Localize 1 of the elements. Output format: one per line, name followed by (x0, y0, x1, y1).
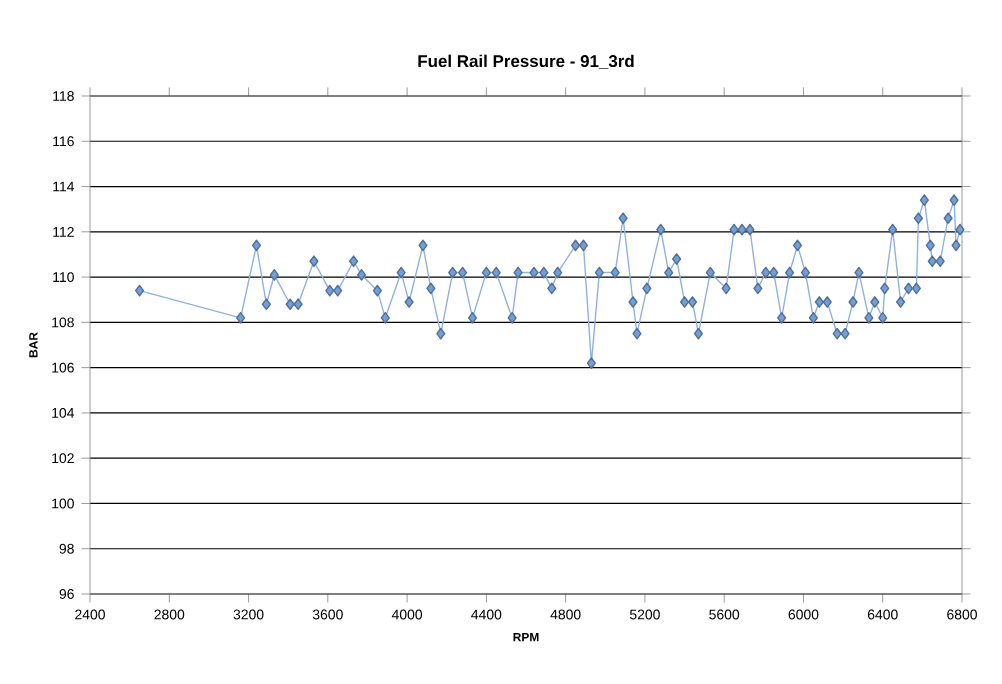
chart-title: Fuel Rail Pressure - 91_3rd (418, 54, 634, 69)
